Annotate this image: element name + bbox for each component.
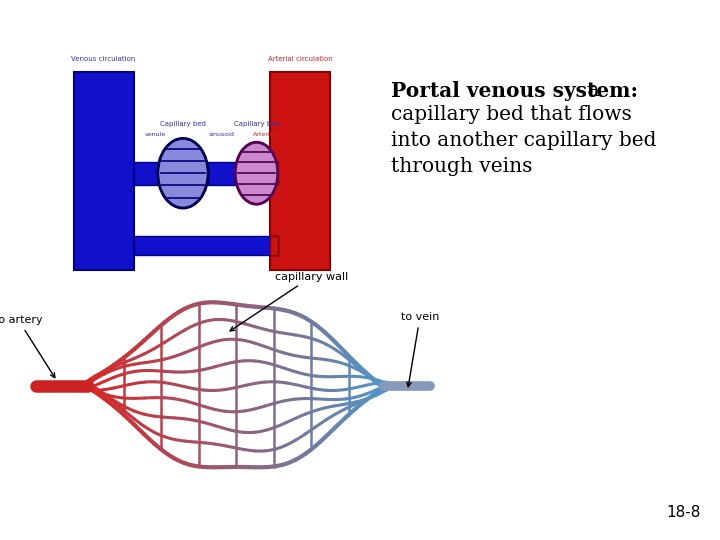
Bar [73, 72, 134, 270]
Text: a: a [581, 82, 599, 100]
Bar [134, 236, 278, 255]
Text: Capillary bed: Capillary bed [160, 121, 206, 127]
Text: to vein: to vein [401, 312, 439, 387]
Text: to artery: to artery [0, 315, 55, 377]
Ellipse shape [235, 142, 278, 204]
Bar [270, 72, 330, 270]
Ellipse shape [158, 138, 208, 208]
Bar [270, 236, 278, 255]
Text: venule: venule [145, 132, 166, 137]
Bar [208, 161, 235, 185]
Text: capillary wall: capillary wall [230, 272, 348, 331]
Text: Venous circulation: Venous circulation [71, 56, 136, 62]
Text: Portal venous system:: Portal venous system: [391, 82, 638, 102]
Text: 18-8: 18-8 [666, 505, 701, 519]
Text: sinusoid: sinusoid [209, 132, 235, 137]
Text: Capillary bed: Capillary bed [233, 121, 279, 127]
Text: Arteriole: Arteriole [253, 132, 280, 137]
Text: Arterial circulation: Arterial circulation [268, 56, 333, 62]
Bar [270, 161, 278, 185]
Text: capillary bed that flows
into another capillary bed
through veins: capillary bed that flows into another ca… [391, 105, 657, 176]
Bar [134, 161, 168, 185]
